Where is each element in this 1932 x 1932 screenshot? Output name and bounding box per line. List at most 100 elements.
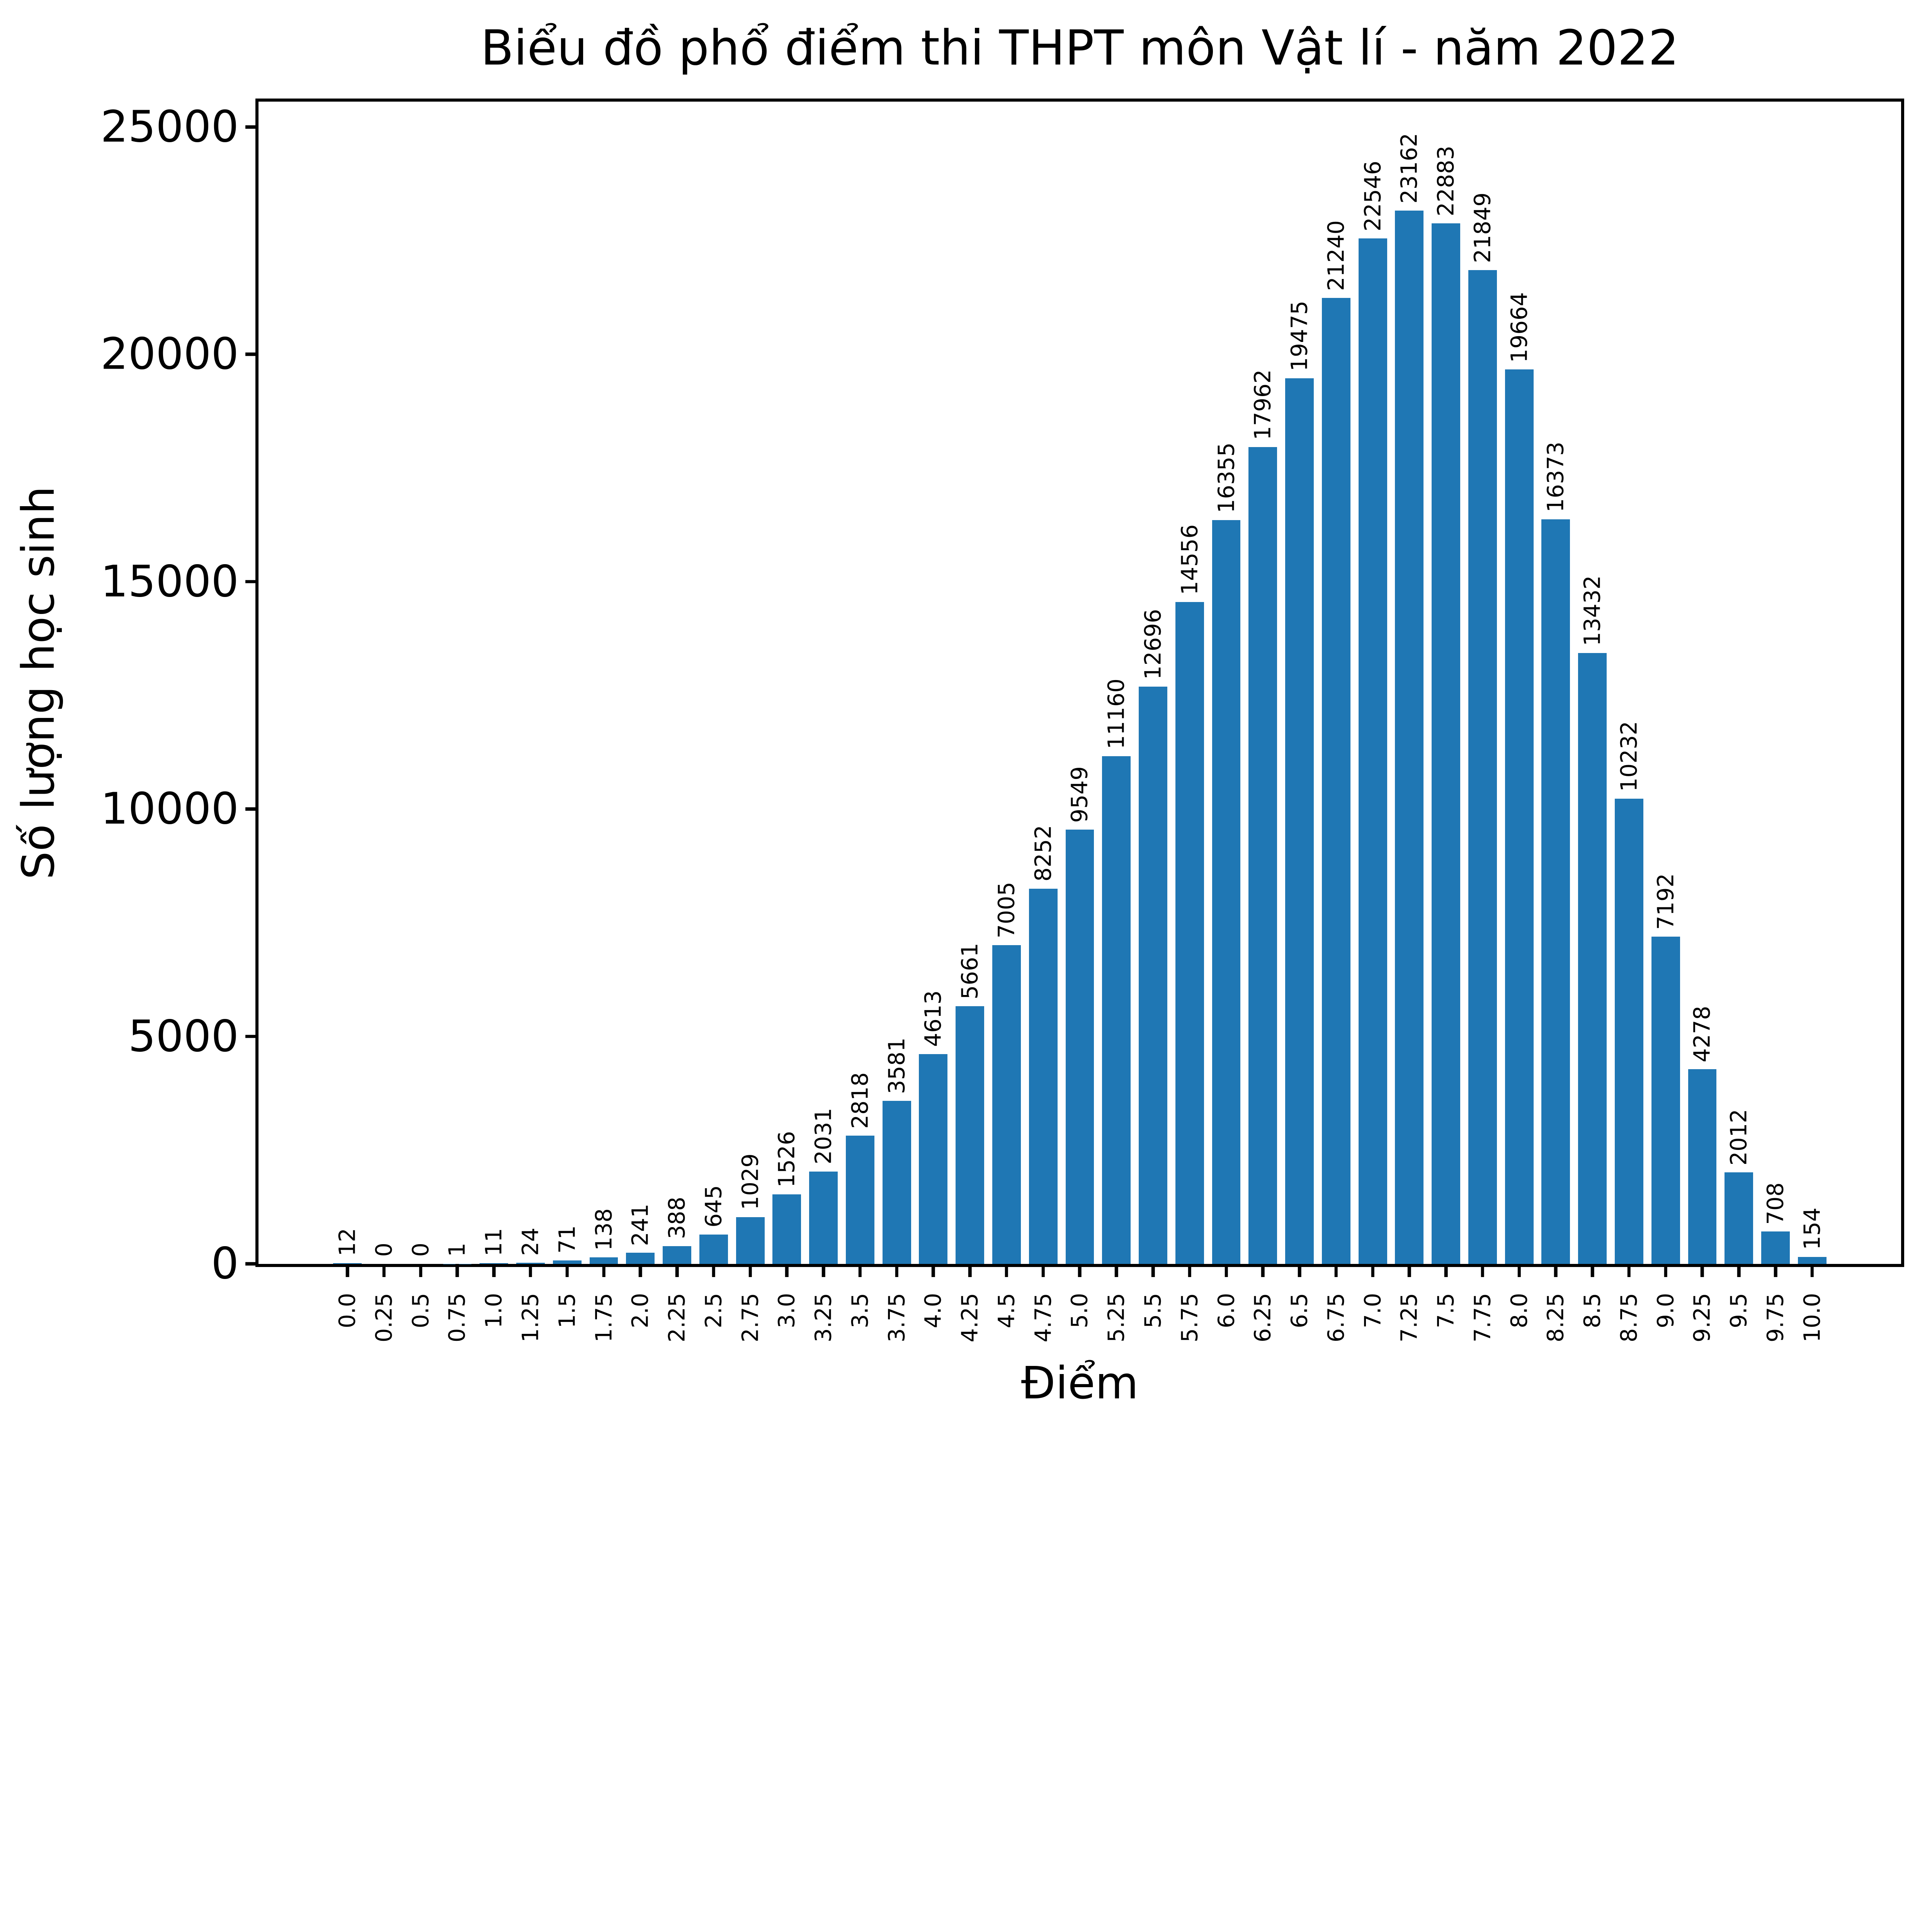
bar-slot: 16373 8.25 bbox=[1537, 102, 1574, 1342]
x-tick-mark bbox=[1334, 1264, 1338, 1277]
y-axis-label: Số lượng học sinh bbox=[12, 486, 65, 879]
x-tick-label: 6.5 bbox=[1286, 1293, 1313, 1328]
y-tick-mark bbox=[245, 807, 259, 811]
bar-value-label: 0 bbox=[371, 1243, 397, 1257]
bar-slot: 241 2.0 bbox=[622, 102, 659, 1328]
bar-slot: 154 10.0 bbox=[1794, 102, 1830, 1342]
y-tick-mark bbox=[245, 125, 259, 129]
x-tick-label: 0.25 bbox=[371, 1293, 397, 1342]
x-tick-label: 6.0 bbox=[1213, 1293, 1239, 1328]
bar-slot: 13432 8.5 bbox=[1574, 102, 1611, 1328]
bar-slot: 388 2.25 bbox=[659, 102, 696, 1342]
y-axis-label-wrap: Số lượng học sinh bbox=[8, 99, 70, 1267]
bar-value-label: 17962 bbox=[1250, 369, 1276, 440]
x-tick-mark bbox=[821, 1264, 825, 1277]
bar-slot: 14556 5.75 bbox=[1171, 102, 1208, 1342]
bar-value-label: 16355 bbox=[1213, 442, 1239, 513]
bar-value-label: 8252 bbox=[1030, 825, 1056, 882]
x-tick-mark bbox=[456, 1264, 459, 1277]
bar-value-label: 19664 bbox=[1506, 292, 1532, 363]
x-tick-mark bbox=[932, 1264, 935, 1277]
bar-slot: 21240 6.75 bbox=[1318, 102, 1354, 1342]
x-tick-mark bbox=[1627, 1264, 1631, 1277]
bar bbox=[1029, 888, 1058, 1264]
bar-slot: 21849 7.75 bbox=[1464, 102, 1501, 1342]
bar-value-label: 24 bbox=[517, 1227, 544, 1256]
x-tick-mark bbox=[419, 1264, 422, 1277]
bar-slot: 16355 6.0 bbox=[1208, 102, 1245, 1328]
x-tick-mark bbox=[1810, 1264, 1814, 1277]
bar-value-label: 11 bbox=[481, 1228, 507, 1257]
x-tick-mark bbox=[1481, 1264, 1485, 1277]
bar-value-label: 13432 bbox=[1579, 575, 1605, 646]
bar-value-label: 16373 bbox=[1543, 441, 1569, 512]
x-tick-mark bbox=[345, 1264, 349, 1277]
bar-value-label: 22883 bbox=[1433, 145, 1459, 216]
x-tick-label: 1.25 bbox=[517, 1293, 544, 1342]
x-tick-label: 0.0 bbox=[334, 1293, 361, 1328]
x-tick-mark bbox=[785, 1264, 789, 1277]
bar-slot: 0 0.25 bbox=[366, 102, 403, 1342]
x-tick-mark bbox=[1041, 1264, 1045, 1277]
bar bbox=[956, 1006, 985, 1264]
bar-slot: 11160 5.25 bbox=[1098, 102, 1135, 1342]
bar-value-label: 7192 bbox=[1652, 873, 1679, 930]
x-tick-mark bbox=[712, 1264, 716, 1277]
x-tick-label: 3.25 bbox=[810, 1293, 837, 1342]
bar-slot: 2818 3.5 bbox=[842, 102, 879, 1328]
bar-value-label: 9549 bbox=[1066, 766, 1093, 823]
y-tick-label: 15000 bbox=[100, 556, 239, 607]
bar-value-label: 12 bbox=[334, 1228, 361, 1257]
bar bbox=[809, 1171, 838, 1264]
bar bbox=[736, 1217, 765, 1264]
x-tick-mark bbox=[1701, 1264, 1704, 1277]
bar bbox=[663, 1246, 691, 1264]
x-tick-mark bbox=[1774, 1264, 1777, 1277]
bar-value-label: 14556 bbox=[1177, 524, 1203, 595]
bar-value-label: 71 bbox=[554, 1225, 580, 1254]
x-tick-label: 5.75 bbox=[1177, 1293, 1203, 1342]
bar-slot: 4613 4.0 bbox=[915, 102, 952, 1328]
bar bbox=[1761, 1231, 1790, 1264]
bar bbox=[919, 1054, 948, 1264]
bar-slot: 7192 9.0 bbox=[1647, 102, 1684, 1328]
bar-value-label: 241 bbox=[627, 1203, 653, 1246]
x-tick-mark bbox=[1005, 1264, 1009, 1277]
y-tick-mark bbox=[245, 1262, 259, 1265]
physics-score-histogram-2022: Biểu đồ phổ điểm thi THPT môn Vật lí - n… bbox=[8, 20, 1904, 1408]
bar bbox=[1688, 1069, 1717, 1264]
x-tick-label: 5.25 bbox=[1103, 1293, 1129, 1342]
bar-slot: 2031 3.25 bbox=[805, 102, 842, 1342]
x-tick-label: 1.75 bbox=[590, 1293, 617, 1342]
bar bbox=[772, 1194, 801, 1264]
x-tick-mark bbox=[1114, 1264, 1118, 1277]
x-tick-label: 7.75 bbox=[1469, 1293, 1496, 1342]
y-tick-label: 10000 bbox=[100, 783, 239, 834]
bar bbox=[992, 945, 1021, 1264]
x-tick-mark bbox=[1408, 1264, 1411, 1277]
y-tick-label: 5000 bbox=[128, 1011, 239, 1061]
x-tick-mark bbox=[602, 1264, 605, 1277]
bar bbox=[1102, 756, 1131, 1264]
x-tick-label: 6.25 bbox=[1250, 1293, 1276, 1342]
bar bbox=[1578, 653, 1607, 1264]
x-tick-label: 10.0 bbox=[1799, 1293, 1825, 1342]
bar bbox=[1285, 378, 1314, 1264]
x-tick-label: 2.25 bbox=[664, 1293, 690, 1342]
bar-slot: 71 1.5 bbox=[549, 102, 585, 1328]
x-tick-mark bbox=[565, 1264, 569, 1277]
y-tick-label: 20000 bbox=[100, 328, 239, 379]
bar-slot: 1526 3.0 bbox=[769, 102, 805, 1328]
bar-slot: 24 1.25 bbox=[512, 102, 549, 1342]
bar bbox=[1432, 223, 1461, 1264]
x-tick-mark bbox=[675, 1264, 679, 1277]
x-tick-label: 4.25 bbox=[957, 1293, 983, 1342]
bar-slot: 2012 9.5 bbox=[1721, 102, 1757, 1328]
bar bbox=[699, 1234, 728, 1264]
bar-slot: 5661 4.25 bbox=[952, 102, 988, 1342]
bar-slot: 22546 7.0 bbox=[1354, 102, 1391, 1328]
x-tick-label: 8.0 bbox=[1506, 1293, 1532, 1328]
bar-value-label: 21240 bbox=[1323, 220, 1349, 291]
x-tick-label: 5.5 bbox=[1140, 1293, 1166, 1328]
y-tick-mark bbox=[245, 580, 259, 583]
